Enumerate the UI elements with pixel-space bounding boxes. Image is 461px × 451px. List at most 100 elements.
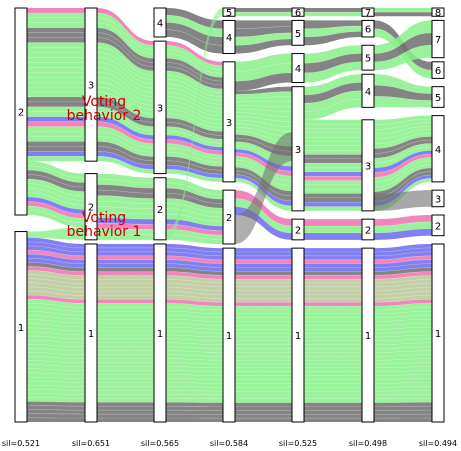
- flow-1-to-1b: [97, 283, 154, 288]
- flow-3-to-3: [97, 111, 154, 136]
- node-label: 4: [435, 145, 441, 156]
- flow-2-to-2b-line: [96, 201, 155, 204]
- flow-5-to-6: [304, 20, 362, 29]
- flow-1-to-1: [27, 397, 85, 403]
- flow-2-to-3d: [235, 132, 292, 244]
- flow-3-to-3c-line: [165, 126, 224, 140]
- flow-2-to-2c: [166, 188, 223, 204]
- node-col2-3: [84, 7, 98, 162]
- flow-1-to-1f-line: [373, 394, 433, 396]
- flow-3-to-3d: [235, 96, 292, 102]
- flow-1-to-1-line: [26, 389, 86, 391]
- flow-1-to-1f: [374, 243, 432, 252]
- flow-3-to-3-line: [96, 101, 155, 123]
- flow-2-to-2b-line: [96, 217, 155, 220]
- node-label: 3: [435, 194, 441, 205]
- flow-1-to-1f: [374, 299, 432, 307]
- flow-3-to-3: [97, 101, 154, 127]
- flow-1-to-1b: [97, 311, 154, 316]
- node-col2-2: [84, 173, 98, 241]
- node-label: 3: [226, 118, 232, 129]
- flow-3-to-3c: [166, 92, 223, 113]
- flow-1-to-1f: [374, 338, 432, 345]
- flow-1-to-1: [27, 303, 85, 312]
- flow-3-to-4d-line: [234, 63, 293, 72]
- flow-3-to-4f-line: [373, 143, 433, 159]
- flow-1-to-1-line: [26, 245, 86, 253]
- flow-1-to-1d: [235, 402, 292, 407]
- flow-3-to-4f-line: [373, 122, 433, 130]
- flow-1-to-1c: [166, 243, 223, 252]
- flow-4-to-5e: [304, 53, 362, 73]
- flow-2-to-3: [27, 82, 85, 88]
- flow-2-to-2c-line: [165, 224, 224, 231]
- flow-1-to-1f-line: [373, 354, 433, 357]
- flow-3-to-4f: [374, 171, 432, 202]
- flow-1-to-1c: [166, 386, 223, 392]
- flow-1-to-1f: [374, 291, 432, 299]
- flow-1-to-1: [27, 323, 85, 332]
- flow-2-to-3: [27, 72, 85, 78]
- flow-5-to-6: [304, 31, 362, 46]
- flow-2-to-3: [27, 12, 85, 18]
- node-col4-3: [222, 61, 236, 183]
- flow-2-to-2c-line: [165, 187, 224, 200]
- flow-3-to-3-line: [96, 86, 155, 110]
- flow-3-to-3e: [304, 124, 362, 129]
- flow-3-to-3d: [235, 112, 292, 122]
- flow-1-to-1d: [235, 352, 292, 357]
- node-label: 1: [18, 323, 24, 334]
- flow-3-to-3-line: [96, 17, 155, 50]
- flow-2-to-2c-line: [165, 203, 224, 213]
- flow-1-to-1-line: [26, 249, 86, 256]
- flow-1-to-1d: [235, 306, 292, 310]
- node-col5-1: [291, 247, 305, 423]
- flow-1-to-1-line: [26, 270, 86, 276]
- flow-3-to-3c-line: [165, 143, 224, 155]
- flow-3-to-3-line: [96, 156, 155, 170]
- flow-5-to-7-line: [373, 45, 433, 62]
- flow-1-to-1d: [235, 344, 292, 349]
- flow-1-to-1c: [166, 251, 223, 260]
- flow-1-to-1: [27, 352, 85, 359]
- flow-2-to-2: [27, 206, 85, 223]
- flow-2-to-3: [27, 67, 85, 73]
- flow-3-to-4f-line: [373, 160, 433, 183]
- flow-1-to-1-line: [26, 339, 86, 344]
- flow-2-to-3: [27, 106, 85, 112]
- flow-2-to-2d: [235, 190, 292, 227]
- flow-3-to-4d-line: [234, 72, 293, 82]
- node-label: 1: [435, 329, 441, 340]
- flow-1-to-1-line: [26, 253, 86, 260]
- flow-3-to-4f: [374, 119, 432, 130]
- flow-3-to-3c: [166, 139, 223, 155]
- flow-1-to-1b: [97, 303, 154, 308]
- flow-1-to-1e: [304, 255, 362, 260]
- flow-1-to-1e: [304, 348, 362, 353]
- flow-3-to-4e: [304, 74, 362, 95]
- flow-1-to-1: [27, 307, 85, 316]
- flow-1-to-1f: [374, 323, 432, 330]
- flow-1-to-1-line: [26, 286, 86, 292]
- flow-2-to-3: [27, 22, 85, 28]
- flow-1-to-1c: [166, 271, 223, 280]
- flow-3-to-3: [97, 116, 154, 140]
- flow-2-to-2f: [374, 215, 432, 227]
- flow-3-to-3d: [235, 101, 292, 107]
- node-col7-4: [431, 115, 445, 183]
- flow-1-to-1f: [374, 319, 432, 326]
- flow-1-to-1d: [235, 263, 292, 268]
- flow-1-to-1: [27, 266, 85, 276]
- axis-label: sil=0.525: [279, 439, 317, 448]
- flow-3-to-3: [97, 57, 154, 89]
- flow-1-to-1b: [97, 323, 154, 328]
- flow-1-to-1e: [304, 360, 362, 365]
- flow-2-to-2c: [166, 203, 223, 218]
- flow-4-to-5: [235, 32, 292, 46]
- flow-3-to-3: [97, 67, 154, 97]
- flow-1-to-1b: [97, 366, 154, 371]
- flow-3-to-3: [97, 8, 154, 46]
- flow-1-to-1f-line: [373, 259, 433, 264]
- flow-3-to-4d: [235, 72, 292, 91]
